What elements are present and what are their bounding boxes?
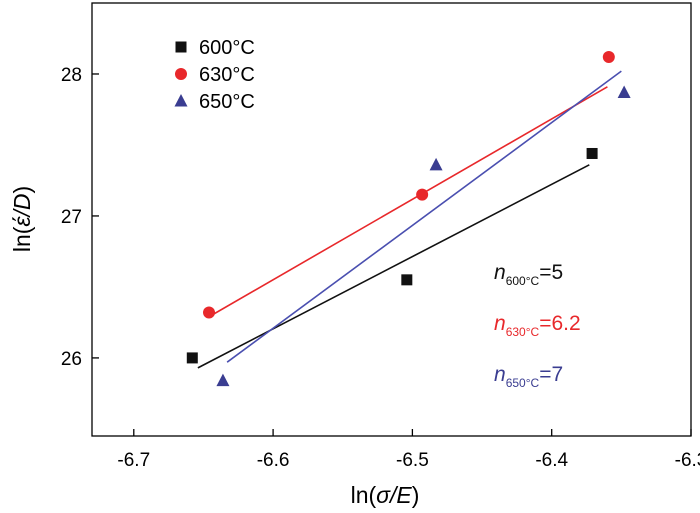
x-tick-label: -6.5 [396, 450, 429, 471]
x-axis: -6.7 -6.6 -6.5 -6.4 -6.3 [117, 429, 700, 471]
legend-marker [175, 41, 187, 53]
fit-line [226, 70, 622, 363]
fit-lines [197, 70, 622, 369]
annotations: n600°C=5 n630°C=6.2 n650°C=7 [494, 261, 581, 390]
x-axis-label: ln(σ/E) [351, 482, 420, 508]
exponent-annotation: n600°C=5 [494, 261, 563, 288]
data-point [216, 373, 230, 387]
fit-line [208, 86, 608, 318]
legend-label: 600°C [199, 37, 255, 59]
x-tick-label: -6.3 [675, 450, 700, 471]
fit-line [197, 164, 590, 369]
y-axis-label: ln(έ/D) [9, 186, 35, 252]
y-tick-label: 27 [61, 207, 82, 228]
data-points [186, 50, 631, 387]
exponent-annotation: n650°C=7 [494, 363, 563, 390]
legend-marker [175, 68, 187, 80]
y-axis: 26 27 28 [61, 65, 99, 370]
data-point [186, 352, 198, 364]
data-point [416, 188, 429, 201]
y-tick-label: 28 [61, 65, 82, 86]
data-point [586, 147, 598, 159]
data-point [602, 50, 615, 63]
data-point [429, 157, 443, 171]
plot-frame [91, 2, 692, 437]
x-tick-label: -6.6 [257, 450, 290, 471]
y-tick-label: 26 [61, 349, 82, 370]
exponent-annotation: n630°C=6.2 [494, 312, 581, 339]
legend-label: 630°C [199, 64, 255, 86]
x-tick-label: -6.7 [117, 450, 150, 471]
x-tick-label: -6.4 [535, 450, 568, 471]
data-point [617, 85, 631, 98]
legend-marker [174, 94, 188, 107]
data-point [401, 274, 413, 286]
data-point [203, 306, 216, 319]
legend: 600°C 630°C 650°C [174, 37, 255, 113]
legend-label: 650°C [199, 91, 255, 113]
